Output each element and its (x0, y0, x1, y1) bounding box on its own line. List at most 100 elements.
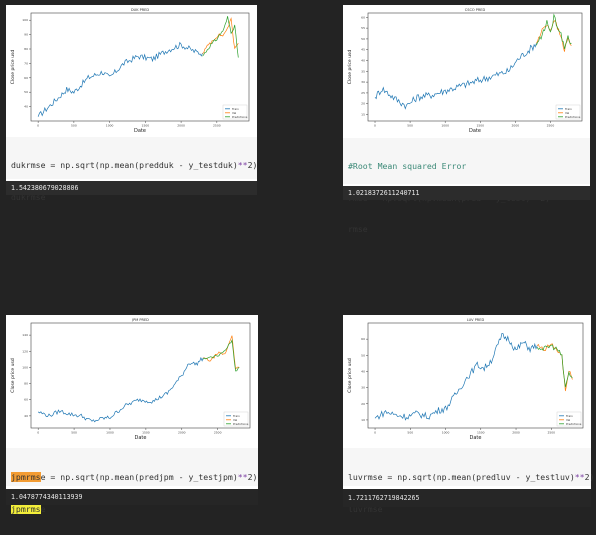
y-tick-label: 40 (24, 105, 28, 109)
cell-output-luv: 1.7211762719842265 (343, 489, 591, 507)
chart-title: LUV PRED (467, 318, 485, 322)
y-tick-label: 60 (24, 76, 28, 80)
x-axis-label: Date (470, 435, 482, 441)
y-axis-label: Close price usd (347, 358, 353, 393)
plot-frame (367, 12, 583, 122)
y-tick-label: 70 (24, 61, 28, 65)
y-tick-label: 80 (24, 382, 28, 386)
y-axis-label: Close price usd (10, 50, 16, 85)
x-tick-label: 2000 (512, 431, 520, 435)
legend-label: Train (231, 107, 239, 111)
legend-label: Train (565, 414, 573, 418)
cell-output-jpm: 1.0478774340113939 (6, 489, 258, 505)
legend-label: Val (232, 111, 236, 115)
chart-jpm: JPM PRED 0 500 1000 1500 2000 2500 40 60 80 100 120… (6, 315, 258, 442)
plot-frame (30, 12, 250, 122)
legend-label: Val (233, 418, 237, 422)
val-line (536, 19, 572, 52)
y-tick-label: 60 (361, 337, 365, 341)
x-tick-label: 1000 (442, 431, 450, 435)
y-tick-label: 40 (361, 369, 365, 373)
y-tick-label: 50 (361, 37, 365, 41)
x-tick-label: 500 (71, 124, 77, 128)
x-tick-label: 0 (37, 431, 39, 435)
x-axis-label: Date (134, 128, 146, 134)
val-line (202, 17, 239, 54)
code-input-luv[interactable]: luvrmse = np.sqrt(np.mean(predluv - y_te… (343, 448, 594, 514)
x-tick-label: 2000 (512, 124, 520, 128)
legend-label: Val (565, 111, 569, 115)
x-tick-label: 0 (374, 124, 376, 128)
legend-label: Train (232, 414, 240, 418)
y-tick-label: 50 (24, 90, 28, 94)
x-tick-label: 1000 (106, 431, 114, 435)
x-tick-label: 2500 (214, 431, 222, 435)
val-line (203, 335, 240, 370)
y-tick-label: 140 (22, 333, 28, 337)
x-tick-label: 1500 (142, 431, 150, 435)
x-tick-label: 2000 (178, 431, 186, 435)
y-tick-label: 80 (24, 47, 28, 51)
y-tick-label: 100 (22, 18, 28, 22)
x-tick-label: 1500 (477, 431, 485, 435)
x-axis-label: Date (135, 435, 147, 441)
code-input-duk[interactable]: dukrmse = np.sqrt(np.mean(predduk - y_te… (6, 137, 257, 202)
x-tick-label: 2500 (547, 124, 555, 128)
notebook-cell-duk: DUK PRED 0 500 1000 1500 2000 2500 40 50 60 70 80 90… (6, 5, 257, 202)
legend-label: Predictions (565, 115, 581, 119)
y-axis-label: Close price usd (10, 358, 16, 393)
y-tick-label: 55 (361, 26, 365, 30)
predictions-line (203, 338, 240, 372)
train-line (37, 41, 203, 117)
x-tick-label: 1000 (106, 124, 114, 128)
y-tick-label: 30 (361, 386, 365, 390)
plot-frame (367, 322, 584, 429)
legend-label: Predictions (233, 422, 249, 426)
chart-csco: CSCO PRED 0 500 1000 1500 2000 2500 15 20 25 30 35 4… (343, 5, 590, 135)
chart-duk: DUK PRED 0 500 1000 1500 2000 2500 40 50 60 70 80 90… (6, 5, 257, 135)
x-tick-label: 2500 (213, 124, 221, 128)
chart-title: DUK PRED (131, 8, 149, 12)
x-tick-label: 500 (71, 431, 77, 435)
x-tick-label: 500 (407, 431, 413, 435)
y-tick-label: 40 (24, 414, 28, 418)
x-tick-label: 0 (37, 124, 39, 128)
y-tick-label: 30 (361, 80, 365, 84)
legend-label: Predictions (566, 422, 582, 426)
notebook-cell-luv: LUV PRED 0 500 1000 1500 2000 2500 10 20 30 40 50 60… (343, 315, 594, 514)
y-tick-label: 10 (361, 418, 365, 422)
y-tick-label: 120 (22, 349, 28, 353)
y-tick-label: 40 (361, 59, 365, 63)
y-tick-label: 35 (361, 69, 365, 73)
y-tick-label: 60 (24, 398, 28, 402)
legend-label: Train (564, 107, 572, 111)
y-tick-label: 25 (361, 91, 365, 95)
y-tick-label: 20 (361, 402, 365, 406)
x-tick-label: 1500 (476, 124, 484, 128)
train-line (374, 43, 537, 110)
y-tick-label: 50 (361, 353, 365, 357)
y-tick-label: 15 (361, 113, 365, 117)
y-axis-label: Close price usd (347, 50, 353, 85)
notebook-cell-csco: CSCO PRED 0 500 1000 1500 2000 2500 15 20 25 30 35 4… (343, 5, 590, 234)
cell-output-csco: 1.0218372611240711 (343, 186, 590, 200)
x-tick-label: 2000 (177, 124, 185, 128)
code-input-jpm[interactable]: jpmrmse = np.sqrt(np.mean(predjpm - y_te… (6, 448, 258, 514)
x-tick-label: 0 (374, 431, 376, 435)
y-tick-label: 100 (22, 365, 28, 369)
chart-luv: LUV PRED 0 500 1000 1500 2000 2500 10 20 30 40 50 60… (343, 315, 591, 442)
code-input-csco[interactable]: #Root Mean squared Error rmse = np.sqrt(… (343, 138, 590, 234)
y-tick-label: 90 (24, 33, 28, 37)
notebook-cell-jpm: JPM PRED 0 500 1000 1500 2000 2500 40 60 80 100 120… (6, 315, 258, 514)
train-line (374, 332, 538, 421)
y-tick-label: 45 (361, 48, 365, 52)
plot-frame (30, 322, 251, 429)
predictions-line (202, 16, 239, 58)
legend-label: Val (566, 418, 570, 422)
predictions-line (536, 344, 573, 388)
val-line (536, 343, 573, 392)
train-line (37, 356, 204, 423)
x-tick-label: 2500 (547, 431, 555, 435)
chart-title: CSCO PRED (465, 8, 486, 12)
x-tick-label: 500 (407, 124, 413, 128)
